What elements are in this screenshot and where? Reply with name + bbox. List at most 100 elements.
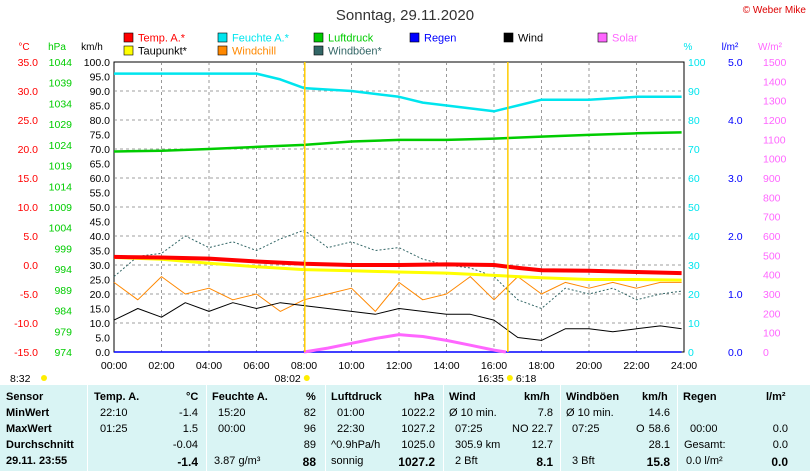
sunrise-icon [303,375,310,381]
current-wind-value: 8.1 [536,455,553,469]
table-divider [87,385,88,471]
wind-tick-label: 95.0 [90,72,111,84]
pressure-tick-label: 1004 [49,223,73,235]
table-header-pressure-unit: hPa [414,391,435,403]
solar-tick-label: 500 [763,250,781,262]
max-humidity-value: 96 [303,423,316,435]
current-rain-value: 0.0 [771,455,788,469]
solar-tick-label: 1000 [763,154,787,166]
temp-tick-label: 5.0 [23,231,38,243]
stats-table: Sensor Temp. A. °C Feuchte A. % Luftdruc… [0,385,810,471]
current-humidity-value: 88 [302,455,316,469]
min-temp-value: -1.4 [179,407,198,419]
sun-events: 08:02 16:35 6:18 8:32 [10,62,536,385]
pressure-tick-label: 999 [54,243,72,255]
table-header-pressure: Luftdruck [331,391,382,403]
pressure-tick-label: 1029 [49,119,73,131]
temp-tick-label: 0.0 [23,260,38,272]
solar-tick-label: 0 [763,347,769,359]
legend-label: Temp. A.* [138,33,186,45]
row-label-max: MaxWert [6,423,52,435]
wind-tick-label: 20.0 [90,289,111,301]
wind-tick-label: 90.0 [90,86,111,98]
humidity-tick-label: 60 [688,173,700,185]
max-temp-value: 1.5 [182,423,198,435]
rain-tick-label: 0.0 [728,347,743,359]
table-header-rain-unit: l/m² [766,391,786,403]
solar-tick-label: 100 [763,328,781,340]
table-divider [443,385,444,471]
avg-wind-value: 12.7 [531,439,553,451]
table-header-gust: Windböen [566,391,620,403]
pressure-tick-label: 994 [54,264,72,276]
legend-label: Windchill [232,46,276,58]
min-pressure-time: 01:00 [337,407,365,419]
pressure-tick-label: 1039 [49,78,73,90]
legend-swatch [217,32,228,43]
rain-total-value: 0.0 [772,439,788,451]
min-gust-label: Ø 10 min. [566,407,614,419]
temp-tick-label: 15.0 [18,173,39,185]
row-label-min: MinWert [6,407,50,419]
humidity-tick-label: 40 [688,231,700,243]
chart-legend: Temp. A.* Feuchte A.* Luftdruck Regen Wind So… [123,32,638,58]
sunset-icon [506,375,513,381]
time-tick-label: 02:00 [148,360,174,372]
solar-tick-label: 200 [763,308,781,320]
solar-tick-label: 400 [763,270,781,282]
table-divider [325,385,326,471]
legend-swatch [503,32,514,43]
humidity-tick-label: 100 [688,57,706,69]
solar-tick-label: 1500 [763,57,787,69]
wind-tick-label: 70.0 [90,144,111,156]
max-pressure-time: 22:30 [337,423,365,435]
solar-tick-label: 1100 [763,134,786,146]
current-abs-humidity: 3.87 g/m³ [214,455,261,467]
current-gust-value: 15.8 [646,455,670,469]
time-tick-label: 16:00 [481,360,507,372]
table-divider [677,385,678,471]
legend-label: Windböen* [328,46,383,58]
series-line [113,131,682,153]
wind-tick-label: 35.0 [90,246,111,258]
max-wind-value: 22.7 [531,423,553,435]
axis-unit-label: % [684,42,693,53]
wind-tick-label: 30.0 [90,260,111,272]
time-tick-label: 22:00 [623,360,649,372]
solar-tick-label: 300 [763,289,781,301]
rain-total-label: Gesamt: [684,439,726,451]
chart-title: Sonntag, 29.11.2020 [336,7,474,24]
max-wind-time: 07:25 [455,423,483,435]
chart-plot-area [113,72,682,354]
pressure-tick-label: 989 [54,285,72,297]
avg-pressure-value: 1025.0 [401,439,435,451]
time-tick-label: 06:00 [243,360,269,372]
wind-tick-label: 60.0 [90,173,111,185]
max-gust-time: 07:25 [572,423,600,435]
axis-unit-label: hPa [48,42,66,53]
wind-tick-label: 25.0 [90,275,111,287]
humidity-tick-label: 0 [688,347,694,359]
max-temp-time: 01:25 [100,423,128,435]
axis-units: °C hPa km/h% l/m² W/m² [18,42,782,53]
pressure-tick-label: 974 [54,347,72,359]
wind-tick-label: 10.0 [90,318,111,330]
series-line [113,256,682,282]
temp-tick-label: -10.0 [14,318,38,330]
table-divider [206,385,207,471]
temp-tick-label: 30.0 [18,86,39,98]
legend-swatch [313,32,324,43]
min-gust-value: 14.6 [648,407,670,419]
rain-tick-label: 3.0 [728,173,743,185]
legend-label: Regen [424,33,456,45]
series-line [113,302,682,341]
min-wind-label: Ø 10 min. [449,407,497,419]
pressure-tick-label: 979 [54,326,72,338]
humidity-tick-label: 20 [688,289,700,301]
legend-swatch [597,32,608,43]
time-tick-label: 20:00 [576,360,602,372]
day-length: 6:18 [516,373,537,385]
rain-tick-label: 5.0 [728,57,743,69]
pressure-tick-label: 1009 [49,202,73,214]
